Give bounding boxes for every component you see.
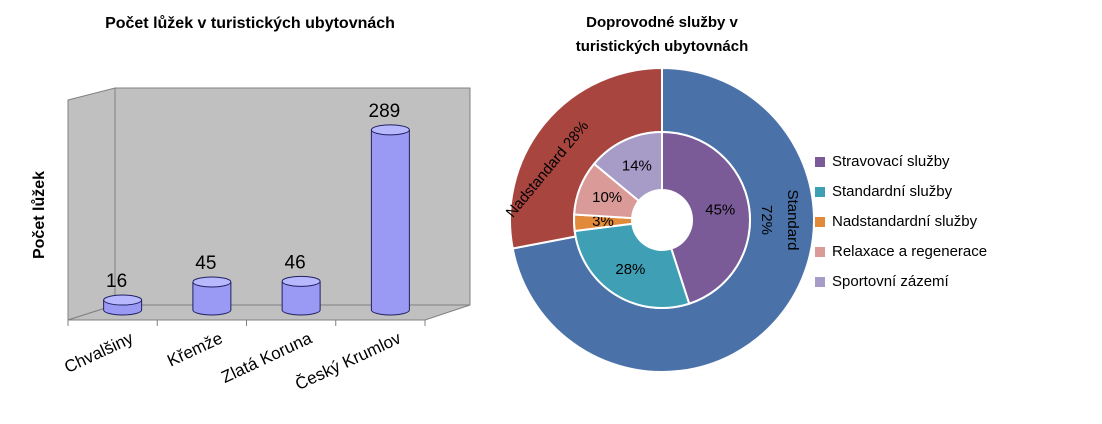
donut-slice <box>661 130 751 305</box>
legend-label: Stravovací služby <box>832 153 950 170</box>
value-label: 14% <box>622 158 652 175</box>
value-label: 45 <box>195 253 216 274</box>
value-label: 10% <box>592 189 622 206</box>
value-label: 16 <box>106 271 127 292</box>
outer-label: 72% <box>758 205 775 235</box>
donut-slice <box>592 130 663 203</box>
value-label: 28% <box>615 261 645 278</box>
cylinder-body <box>192 281 232 316</box>
value-label: 46 <box>285 252 306 273</box>
bar <box>370 124 410 316</box>
value-label: 45% <box>705 202 735 219</box>
x-tick-label: Chvalšiny <box>61 328 136 377</box>
value-label: 289 <box>369 101 401 122</box>
legend-label: Relaxace a regenerace <box>832 243 987 260</box>
x-tick-label: Křemže <box>164 328 225 370</box>
cylinder-top <box>281 275 321 287</box>
cylinder-top <box>103 294 143 306</box>
cylinder-body <box>281 281 321 316</box>
legend-label: Sportovní zázemí <box>832 273 950 290</box>
legend-swatch <box>815 217 825 227</box>
bar <box>192 276 232 316</box>
bar <box>103 294 143 316</box>
y-label: Počet lůžek <box>31 171 48 259</box>
legend-label: Nadstandardní služby <box>832 213 978 230</box>
bar-title: Počet lůžek v turistických ubytovnách <box>105 15 395 32</box>
bar <box>281 275 321 316</box>
legend-swatch <box>815 157 825 167</box>
legend-label: Standardní služby <box>832 183 953 200</box>
donut-title: Doprovodné služby v turistických ubytovná… <box>576 14 749 55</box>
legend-swatch <box>815 187 825 197</box>
cylinder-body <box>370 129 410 316</box>
cylinder-top <box>192 276 232 288</box>
cylinder-top <box>370 124 410 136</box>
legend-swatch <box>815 277 825 287</box>
legend-swatch <box>815 247 825 257</box>
donut-slice <box>573 222 691 309</box>
outer-name: Standard <box>784 190 801 251</box>
